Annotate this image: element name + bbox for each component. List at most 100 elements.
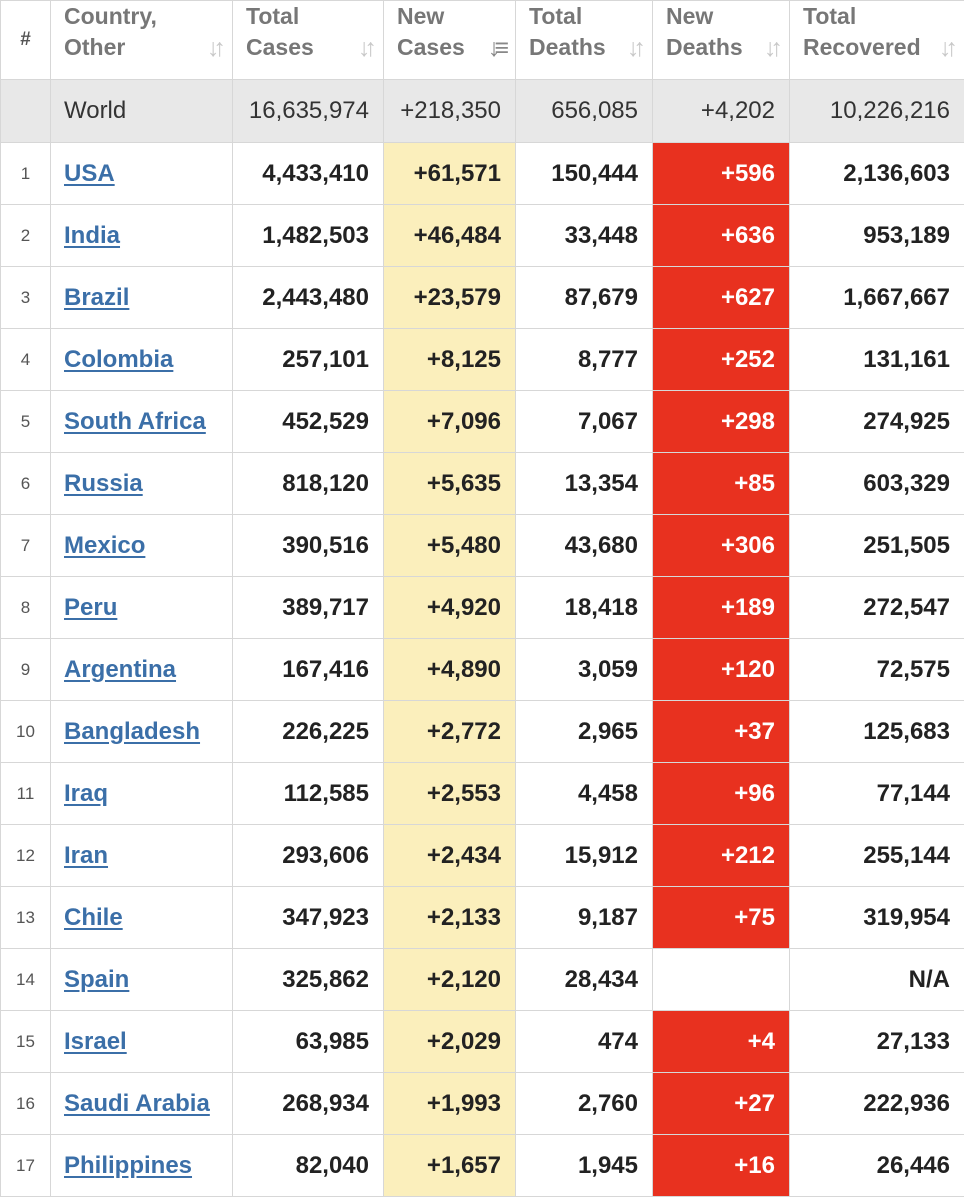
total-recovered-cell: 1,667,667 — [789, 266, 964, 329]
country-link[interactable]: South Africa — [64, 407, 206, 435]
country-cell: Bangladesh — [50, 700, 233, 763]
total-recovered-cell: 272,547 — [789, 576, 964, 639]
world-total-recovered-cell: 10,226,216 — [789, 79, 964, 143]
country-link[interactable]: Israel — [64, 1027, 127, 1055]
country-cell: Philippines — [50, 1134, 233, 1197]
sort-arrows-icon[interactable]: ↓↑ — [207, 34, 226, 62]
new-deaths-header-line1: New — [666, 3, 714, 29]
total-deaths-cell: 2,760 — [515, 1072, 653, 1135]
country-link[interactable]: Bangladesh — [64, 717, 201, 745]
sort-arrows-icon[interactable]: ↓↑ — [358, 34, 377, 62]
new-deaths-cell: +75 — [652, 886, 790, 949]
country-link[interactable]: Spain — [64, 965, 130, 993]
sort-arrows-icon[interactable]: ↓↑ — [939, 34, 958, 62]
country-link[interactable]: USA — [64, 159, 115, 187]
table-row: 14 Spain 325,862 +2,120 28,434 N/A — [0, 948, 964, 1011]
new-deaths-cell: +627 — [652, 266, 790, 329]
total-cases-header[interactable]: Total Cases ↓↑ — [232, 0, 384, 80]
total-recovered-cell: 953,189 — [789, 204, 964, 267]
new-cases-cell: +5,480 — [383, 514, 516, 577]
world-total-row: World 16,635,974 +218,350 656,085 +4,202… — [0, 79, 964, 143]
rank-cell: 4 — [0, 328, 51, 391]
country-link[interactable]: Colombia — [64, 345, 174, 373]
new-deaths-cell: +596 — [652, 142, 790, 205]
total-cases-header-line2: Cases — [246, 34, 314, 60]
table-row: 11 Iraq 112,585 +2,553 4,458 +96 77,144 — [0, 762, 964, 825]
sort-arrows-icon[interactable]: ↓↑ — [764, 34, 783, 62]
total-deaths-cell: 15,912 — [515, 824, 653, 887]
total-recovered-cell: 319,954 — [789, 886, 964, 949]
total-cases-cell: 257,101 — [232, 328, 384, 391]
total-deaths-cell: 33,448 — [515, 204, 653, 267]
table-row: 6 Russia 818,120 +5,635 13,354 +85 603,329 — [0, 452, 964, 515]
new-deaths-cell: +4 — [652, 1010, 790, 1073]
world-total-cases-cell: 16,635,974 — [232, 79, 384, 143]
country-header[interactable]: Country, Other ↓↑ — [50, 0, 233, 80]
country-cell: USA — [50, 142, 233, 205]
country-link[interactable]: Philippines — [64, 1151, 193, 1179]
country-link[interactable]: Chile — [64, 903, 123, 931]
new-cases-cell: +2,133 — [383, 886, 516, 949]
total-cases-cell: 112,585 — [232, 762, 384, 825]
total-recovered-cell: 77,144 — [789, 762, 964, 825]
total-recovered-cell: 222,936 — [789, 1072, 964, 1135]
total-deaths-cell: 8,777 — [515, 328, 653, 391]
total-recovered-cell: 131,161 — [789, 328, 964, 391]
new-cases-header[interactable]: New Cases ↓≡ — [383, 0, 516, 80]
new-cases-cell: +46,484 — [383, 204, 516, 267]
country-cell: India — [50, 204, 233, 267]
new-cases-cell: +2,553 — [383, 762, 516, 825]
total-cases-cell: 63,985 — [232, 1010, 384, 1073]
country-link[interactable]: Saudi Arabia — [64, 1089, 210, 1117]
total-recovered-header-line2: Recovered — [803, 34, 921, 60]
new-deaths-cell: +636 — [652, 204, 790, 267]
country-link[interactable]: India — [64, 221, 121, 249]
rank-header: # — [0, 0, 51, 80]
total-recovered-cell: 27,133 — [789, 1010, 964, 1073]
total-deaths-header[interactable]: Total Deaths ↓↑ — [515, 0, 653, 80]
table-row: 15 Israel 63,985 +2,029 474 +4 27,133 — [0, 1010, 964, 1073]
total-recovered-cell: N/A — [789, 948, 964, 1011]
table-row: 2 India 1,482,503 +46,484 33,448 +636 953,189 — [0, 204, 964, 267]
total-deaths-cell: 43,680 — [515, 514, 653, 577]
country-link[interactable]: Iran — [64, 841, 109, 869]
rank-cell: 2 — [0, 204, 51, 267]
rank-cell: 9 — [0, 638, 51, 701]
total-cases-cell: 325,862 — [232, 948, 384, 1011]
new-cases-cell: +2,434 — [383, 824, 516, 887]
new-deaths-cell: +252 — [652, 328, 790, 391]
country-link[interactable]: Argentina — [64, 655, 177, 683]
new-cases-cell: +4,890 — [383, 638, 516, 701]
table-row: 17 Philippines 82,040 +1,657 1,945 +16 26,446 — [0, 1134, 964, 1197]
country-link[interactable]: Mexico — [64, 531, 146, 559]
total-recovered-cell: 26,446 — [789, 1134, 964, 1197]
new-deaths-header[interactable]: New Deaths ↓↑ — [652, 0, 790, 80]
rank-cell: 13 — [0, 886, 51, 949]
header-row: # Country, Other ↓↑ Total Cases ↓↑ New Case… — [0, 0, 964, 80]
total-recovered-header[interactable]: Total Recovered ↓↑ — [789, 0, 964, 80]
sort-descending-icon[interactable]: ↓≡ — [487, 34, 509, 62]
total-deaths-cell: 2,965 — [515, 700, 653, 763]
country-link[interactable]: Peru — [64, 593, 118, 621]
total-deaths-cell: 28,434 — [515, 948, 653, 1011]
country-link[interactable]: Russia — [64, 469, 143, 497]
rank-cell: 15 — [0, 1010, 51, 1073]
country-cell: Saudi Arabia — [50, 1072, 233, 1135]
country-cell: Brazil — [50, 266, 233, 329]
new-cases-header-line2: Cases — [397, 34, 465, 60]
country-cell: Chile — [50, 886, 233, 949]
total-deaths-cell: 87,679 — [515, 266, 653, 329]
total-cases-cell: 268,934 — [232, 1072, 384, 1135]
total-cases-cell: 4,433,410 — [232, 142, 384, 205]
rank-cell: 6 — [0, 452, 51, 515]
total-recovered-cell: 72,575 — [789, 638, 964, 701]
country-link[interactable]: Iraq — [64, 779, 109, 807]
rank-cell: 1 — [0, 142, 51, 205]
total-deaths-cell: 7,067 — [515, 390, 653, 453]
sort-arrows-icon[interactable]: ↓↑ — [627, 34, 646, 62]
rank-cell: 7 — [0, 514, 51, 577]
country-cell: Iran — [50, 824, 233, 887]
new-cases-cell: +7,096 — [383, 390, 516, 453]
country-link[interactable]: Brazil — [64, 283, 130, 311]
